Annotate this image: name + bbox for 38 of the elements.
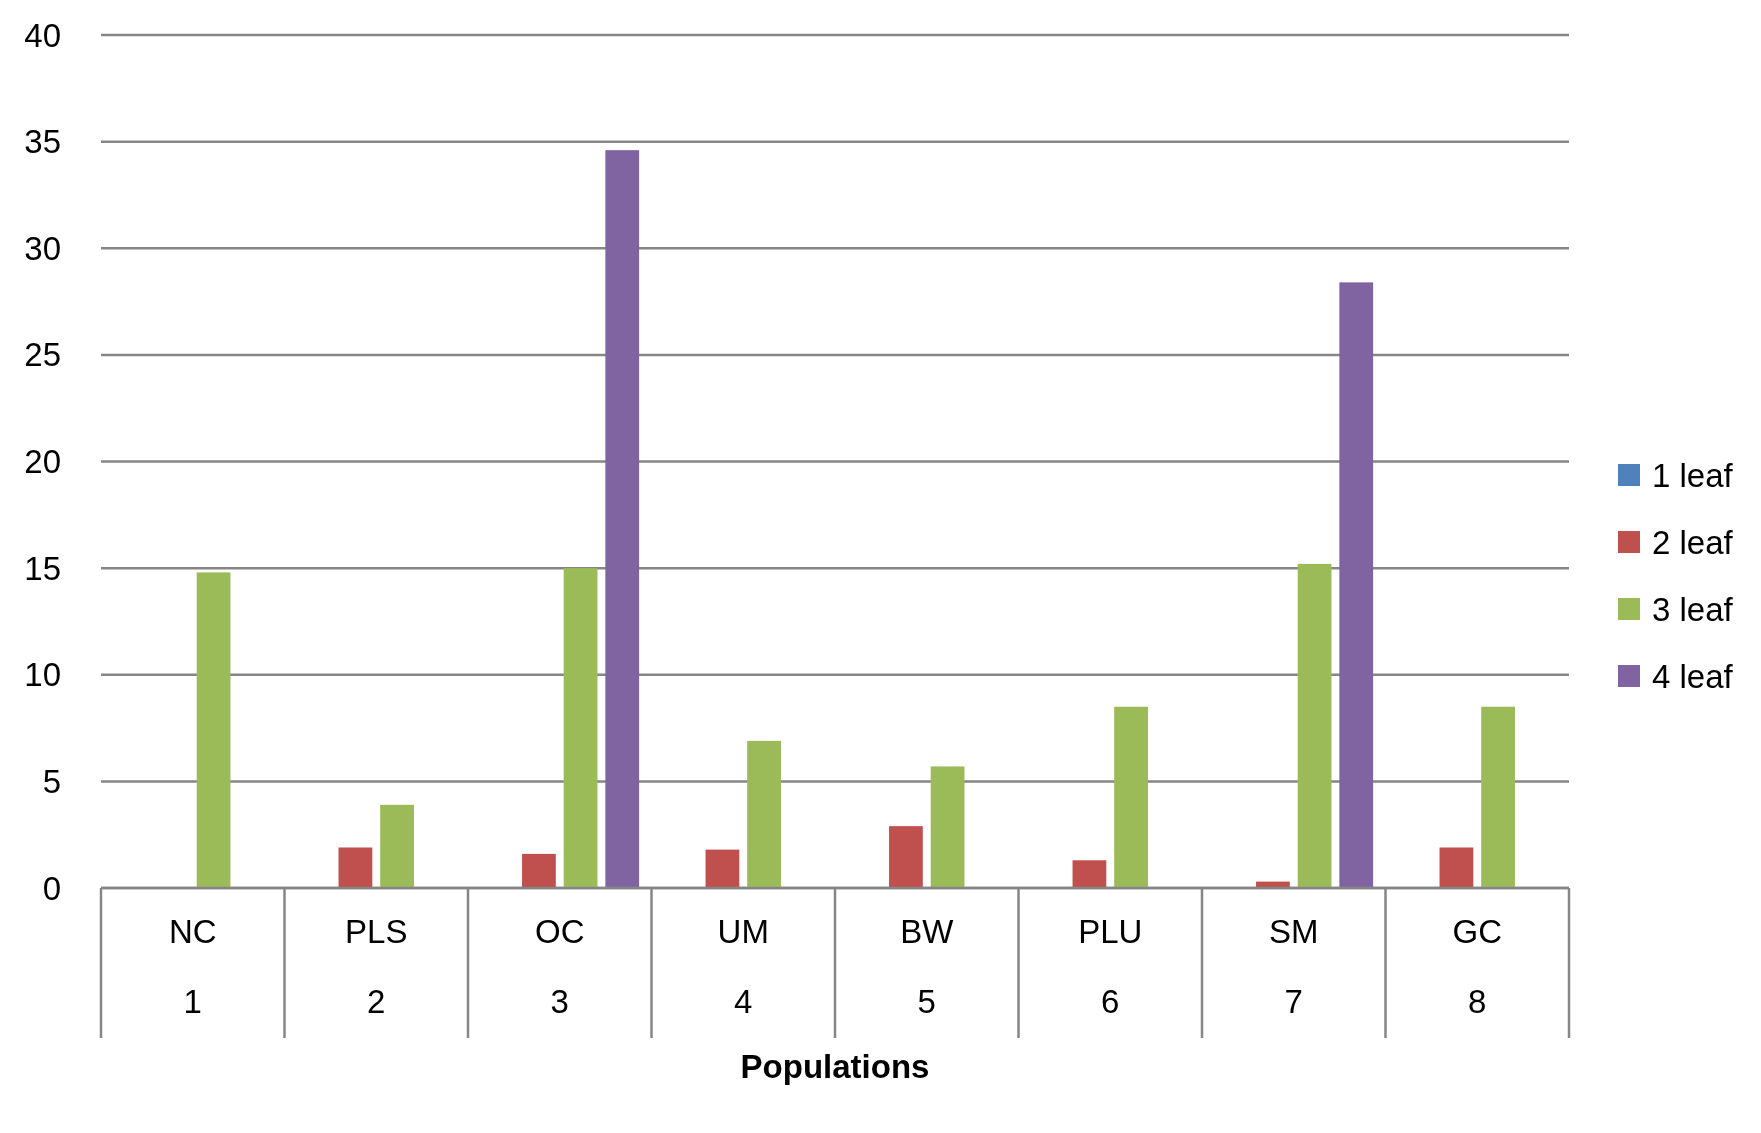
bar bbox=[563, 568, 598, 888]
bar bbox=[196, 572, 231, 888]
bar bbox=[1439, 847, 1474, 888]
x-tick-label: OC 3 bbox=[535, 913, 585, 1020]
y-tick-label: 30 bbox=[24, 229, 61, 267]
bar bbox=[930, 766, 965, 888]
bar bbox=[605, 150, 640, 888]
bar bbox=[1072, 860, 1107, 888]
y-tick-label: 10 bbox=[24, 656, 61, 694]
bar bbox=[1114, 706, 1148, 888]
legend-label: 3 leaf bbox=[1652, 590, 1734, 628]
y-tick-label: 15 bbox=[24, 549, 61, 587]
bar bbox=[889, 826, 923, 888]
y-tick-label: 25 bbox=[24, 336, 61, 374]
x-tick-label: BW 5 bbox=[900, 913, 955, 1020]
x-tick-label: NC 1 bbox=[168, 913, 217, 1020]
bar bbox=[380, 804, 414, 888]
bar bbox=[338, 847, 373, 888]
legend-label: 2 leaf bbox=[1652, 523, 1734, 561]
bar bbox=[1297, 563, 1332, 888]
x-tick-label: GC 8 bbox=[1452, 913, 1502, 1020]
x-tick-label: SM 7 bbox=[1269, 913, 1319, 1020]
bar bbox=[1481, 706, 1515, 888]
y-tick-label: 0 bbox=[42, 869, 61, 907]
x-tick-label: PLS 2 bbox=[345, 913, 408, 1020]
bar bbox=[747, 740, 781, 888]
y-tick-label: 40 bbox=[24, 16, 61, 54]
y-tick-label: 5 bbox=[42, 762, 61, 800]
legend-label: 1 leaf bbox=[1652, 456, 1734, 494]
x-tick-label: PLU 6 bbox=[1078, 913, 1143, 1020]
y-tick-label: 35 bbox=[24, 123, 61, 161]
bar bbox=[1339, 282, 1374, 888]
x-tick-label: UM 4 bbox=[717, 913, 769, 1020]
bar bbox=[705, 849, 740, 888]
y-tick-label: 20 bbox=[24, 443, 61, 481]
x-axis-title: Populations bbox=[740, 1048, 930, 1085]
legend-label: 4 leaf bbox=[1652, 657, 1734, 695]
bar bbox=[522, 853, 556, 888]
